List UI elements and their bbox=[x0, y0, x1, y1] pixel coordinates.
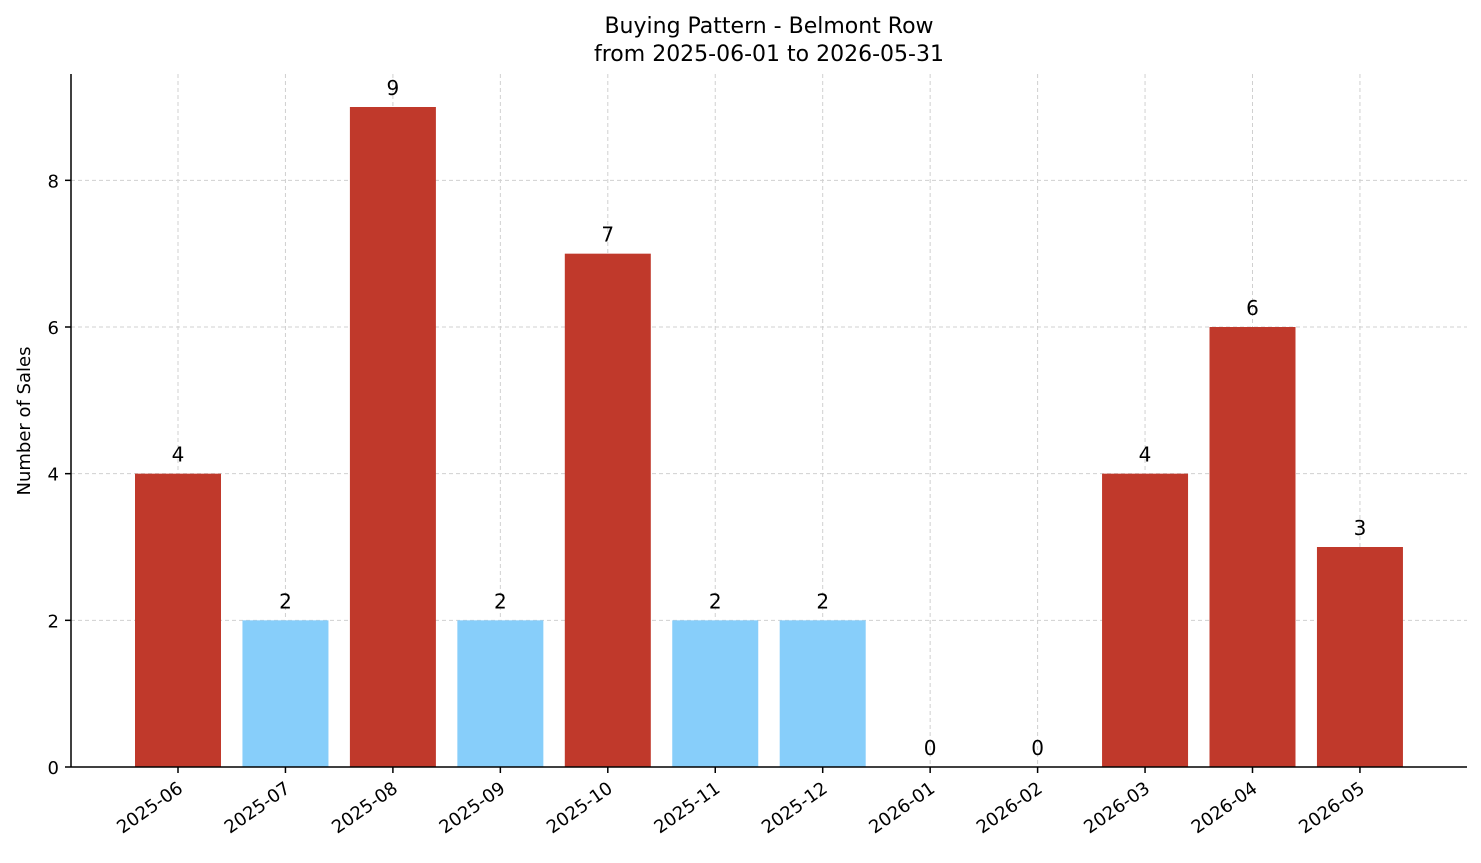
chart-title: Buying Pattern - Belmont Row bbox=[604, 14, 933, 39]
x-tick-label: 2025-10 bbox=[543, 778, 617, 838]
bar-value-label: 0 bbox=[1031, 736, 1044, 760]
bar-value-label: 9 bbox=[387, 76, 400, 100]
bar-value-label: 2 bbox=[494, 589, 507, 613]
bar-value-label: 3 bbox=[1354, 516, 1367, 540]
bar-value-label: 6 bbox=[1246, 296, 1259, 320]
bar bbox=[1102, 473, 1189, 767]
bar bbox=[242, 620, 329, 767]
y-tick-label: 8 bbox=[48, 171, 59, 192]
x-tick-label: 2026-05 bbox=[1295, 778, 1369, 838]
bar-value-label: 4 bbox=[172, 443, 185, 467]
bar bbox=[1316, 547, 1403, 767]
x-tick-label: 2026-02 bbox=[973, 778, 1047, 838]
bar bbox=[779, 620, 866, 767]
bar-value-label: 7 bbox=[601, 223, 614, 247]
bar-value-label: 4 bbox=[1139, 443, 1152, 467]
y-tick-label: 0 bbox=[48, 758, 59, 779]
y-axis-label: Number of Sales bbox=[14, 346, 35, 495]
bar-value-label: 0 bbox=[924, 736, 937, 760]
bar bbox=[1209, 327, 1296, 767]
x-tick-label: 2026-04 bbox=[1188, 778, 1262, 838]
bar bbox=[672, 620, 759, 767]
bar-value-label: 2 bbox=[816, 589, 829, 613]
x-tick-label: 2025-11 bbox=[650, 778, 724, 838]
y-tick-label: 6 bbox=[48, 318, 59, 339]
bar bbox=[457, 620, 544, 767]
bar bbox=[349, 107, 436, 767]
x-tick-label: 2026-01 bbox=[865, 778, 939, 838]
x-tick-label: 2026-03 bbox=[1080, 778, 1154, 838]
data-labels-layer: 4 2 9 2 7 2 2 0 0 4 6 3 bbox=[172, 76, 1367, 760]
chart-subtitle: from 2025-06-01 to 2026-05-31 bbox=[594, 42, 944, 67]
bars-layer bbox=[135, 107, 1403, 767]
x-tick-label: 2025-08 bbox=[328, 778, 402, 838]
x-tick-label: 2025-09 bbox=[436, 778, 510, 838]
y-tick-label: 4 bbox=[48, 465, 59, 486]
x-tick-label: 2025-12 bbox=[758, 778, 832, 838]
bar-value-label: 2 bbox=[279, 589, 292, 613]
bar bbox=[135, 473, 221, 767]
x-tick-label: 2025-06 bbox=[113, 778, 187, 838]
bar-value-label: 2 bbox=[709, 589, 722, 613]
x-tick-label: 2025-07 bbox=[221, 778, 295, 838]
bar bbox=[564, 253, 651, 767]
y-tick-label: 2 bbox=[48, 611, 59, 632]
